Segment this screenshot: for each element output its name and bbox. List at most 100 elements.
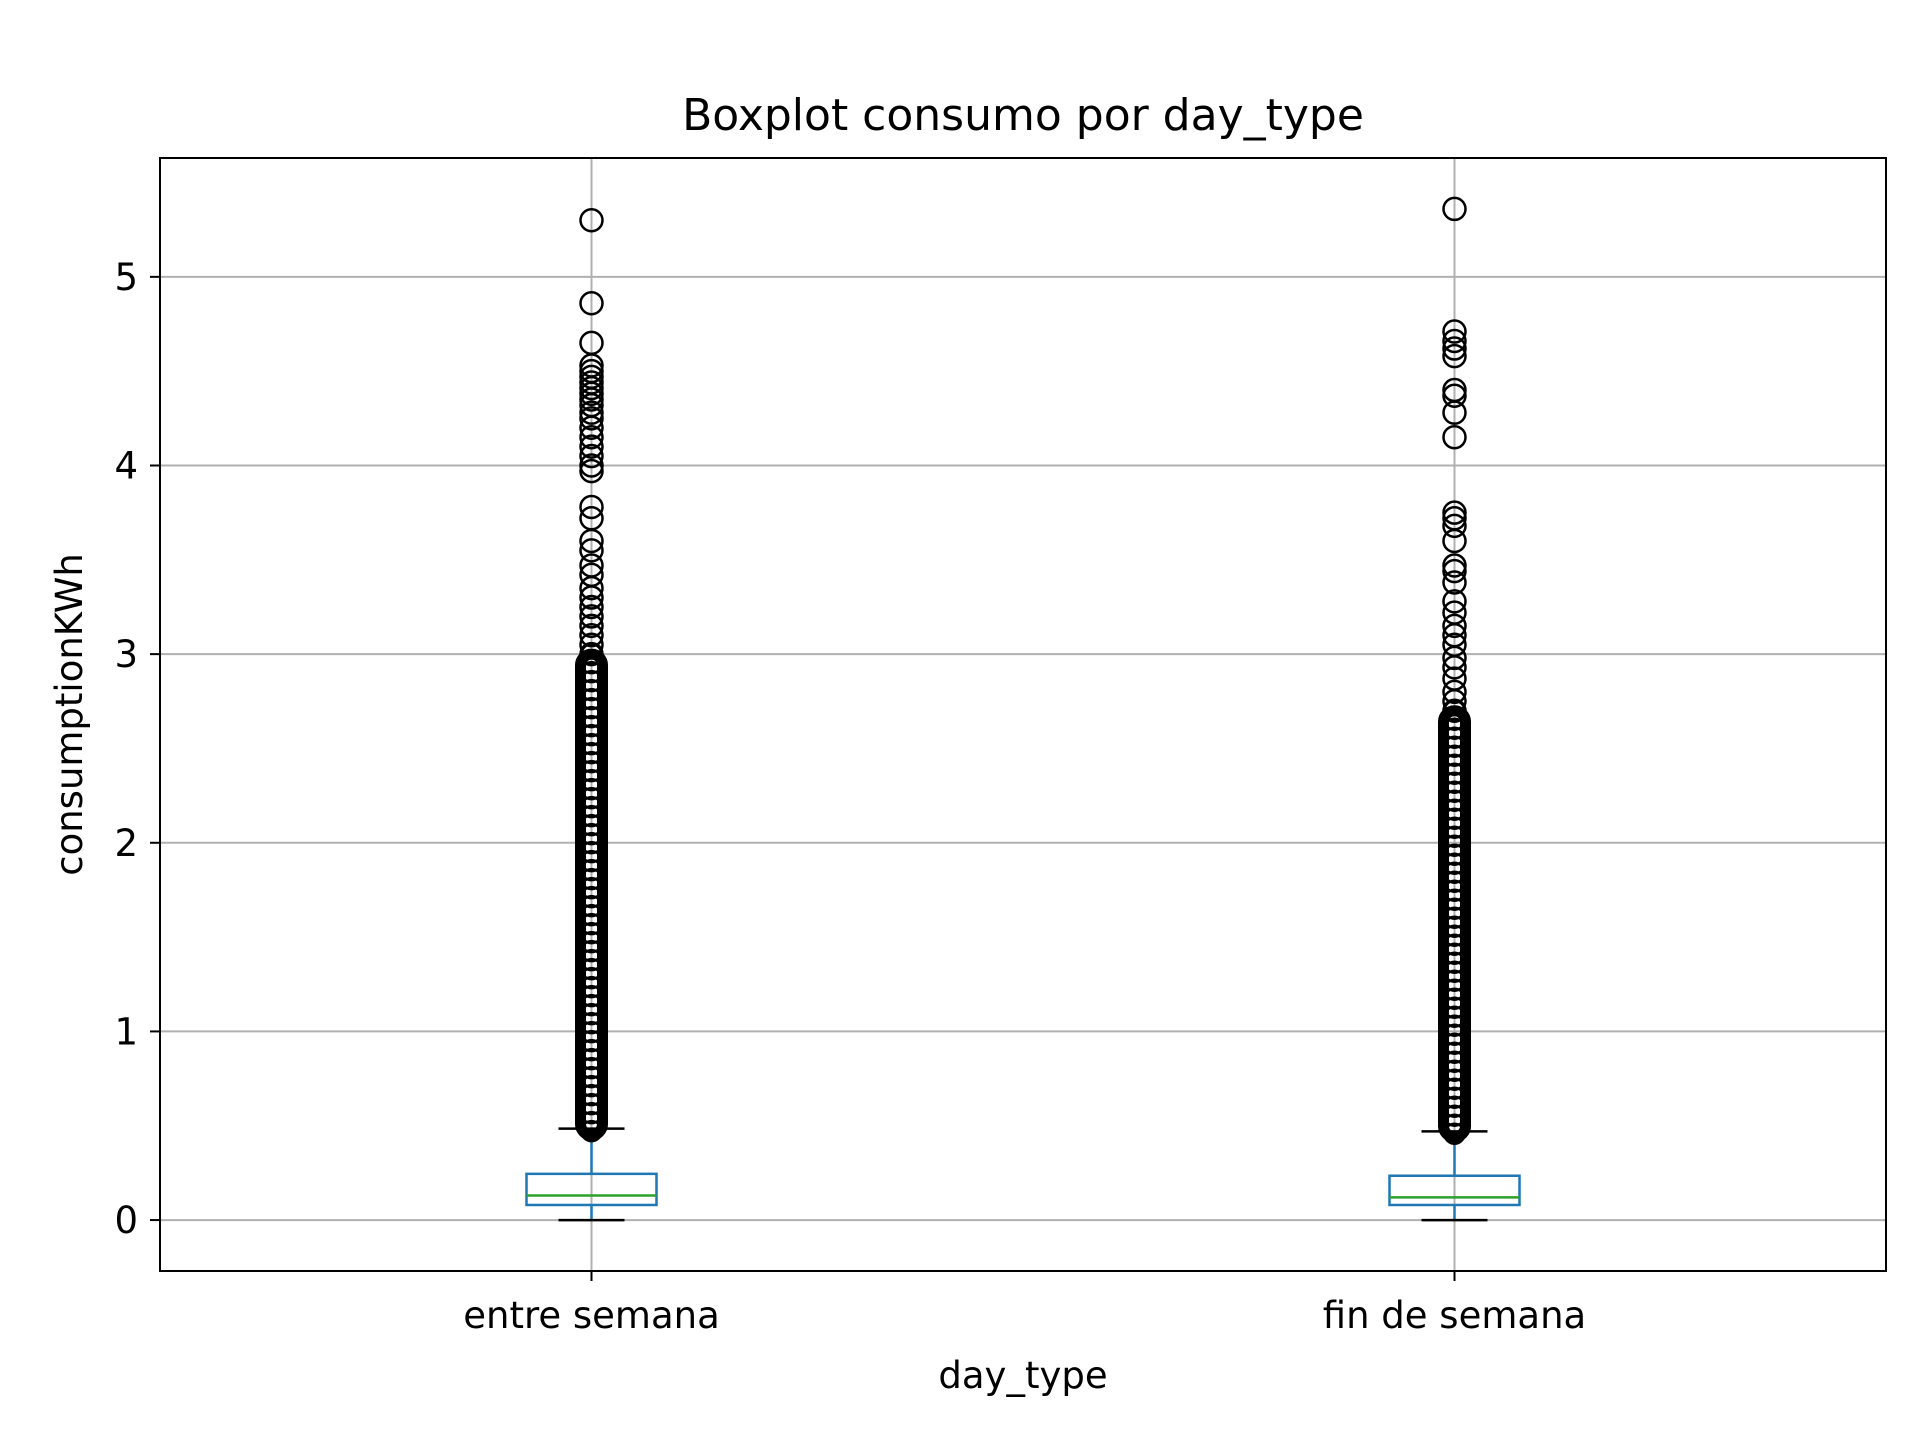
flier-point <box>580 930 603 954</box>
flier-point <box>579 381 604 407</box>
flier-point <box>579 632 604 657</box>
flier-point <box>580 894 603 918</box>
flier-point <box>1442 424 1467 450</box>
flier-point <box>580 696 603 720</box>
flier-point <box>579 208 604 233</box>
flier-point <box>580 984 603 1008</box>
flier-point <box>1443 744 1466 767</box>
flier-point <box>1443 1068 1466 1091</box>
flier-point <box>1443 933 1466 956</box>
chart-title: Boxplot consumo por day_type <box>682 90 1364 141</box>
flier-point <box>580 678 603 702</box>
flier-point <box>1442 589 1467 614</box>
flier-point <box>1443 1041 1466 1064</box>
flier-point <box>580 840 603 864</box>
flier-point <box>1442 698 1467 723</box>
flier-point <box>580 957 603 981</box>
flier-point <box>1442 336 1467 361</box>
flier-point <box>580 966 603 990</box>
flier-point <box>580 687 603 711</box>
flier-point <box>1443 789 1466 812</box>
flier-point <box>580 1119 603 1143</box>
flier-point <box>1442 679 1467 705</box>
flier-point <box>580 1011 603 1035</box>
flier-point <box>1443 717 1466 740</box>
flier-point <box>1443 1023 1466 1046</box>
flier-point <box>580 975 603 999</box>
flier-point <box>1443 978 1466 1001</box>
flier-point <box>1443 771 1466 794</box>
flier-point <box>580 813 603 837</box>
flier-point <box>1443 1086 1466 1109</box>
flier-point <box>579 424 604 450</box>
flier-point <box>1442 319 1467 344</box>
flier-point <box>1443 996 1466 1019</box>
flier-point <box>1443 753 1466 776</box>
flier-point <box>1443 951 1466 974</box>
y-tick-label: 2 <box>114 822 138 865</box>
flier-point <box>580 939 603 963</box>
flier-point <box>1442 570 1467 595</box>
flier-point <box>580 795 603 819</box>
flier-point <box>580 1092 603 1116</box>
flier-point <box>580 777 603 801</box>
flier-point <box>1443 924 1466 947</box>
flier-point <box>1443 726 1466 749</box>
flier-point <box>1443 1050 1466 1073</box>
flier-point <box>1443 807 1466 830</box>
flier-point <box>580 660 603 684</box>
flier-point <box>580 804 603 828</box>
iqr-box <box>1388 1174 1521 1207</box>
flier-point <box>580 651 603 675</box>
flier-point <box>579 375 604 401</box>
flier-point <box>580 759 603 783</box>
flier-point <box>580 1020 603 1044</box>
flier-point <box>579 528 604 554</box>
flier-point <box>1443 861 1466 884</box>
flier-point <box>580 1047 603 1071</box>
y-tick-label: 4 <box>114 444 138 487</box>
flier-point <box>1442 513 1467 539</box>
box-layer <box>525 1127 1521 1222</box>
flier-point <box>1442 689 1467 714</box>
flier-point <box>1443 1113 1466 1136</box>
flier-point <box>1443 1014 1466 1037</box>
flier-point <box>580 786 603 810</box>
flier-point <box>580 858 603 882</box>
flier-point <box>580 885 603 909</box>
y-tick-label: 0 <box>114 1199 138 1242</box>
flier-point <box>579 458 604 484</box>
flier-point <box>1443 897 1466 920</box>
y-tick-label: 1 <box>114 1010 138 1053</box>
flier-point <box>1443 798 1466 821</box>
flier-point <box>579 585 604 610</box>
flier-point <box>1443 1032 1466 1055</box>
flier-point <box>580 993 603 1017</box>
flier-point <box>580 876 603 900</box>
flier-point <box>580 831 603 855</box>
flier-point <box>579 443 604 469</box>
flier-point <box>580 723 603 747</box>
flier-point <box>1443 1059 1466 1082</box>
flier-point <box>579 613 604 639</box>
flier-point <box>580 867 603 891</box>
y-axis-label: consumptionKWh <box>48 553 91 876</box>
flier-point <box>580 705 603 729</box>
tick-layer: 0 1 2 3 4 5 entre semana fin de semana <box>114 256 1586 1337</box>
flier-point <box>580 1083 603 1107</box>
flier-point <box>1443 987 1466 1010</box>
flier-point <box>1443 852 1466 875</box>
flier-point <box>580 1029 603 1053</box>
flier-point <box>579 575 604 601</box>
flier-point <box>1443 870 1466 893</box>
y-tick-label: 3 <box>114 633 138 676</box>
flier-point <box>1443 1104 1466 1127</box>
flier-point <box>579 538 604 563</box>
flier-point <box>580 732 603 756</box>
flier-point <box>580 741 603 765</box>
flier-point <box>580 750 603 774</box>
x-tick-label: entre semana <box>463 1294 720 1337</box>
flier-point <box>580 1074 603 1098</box>
